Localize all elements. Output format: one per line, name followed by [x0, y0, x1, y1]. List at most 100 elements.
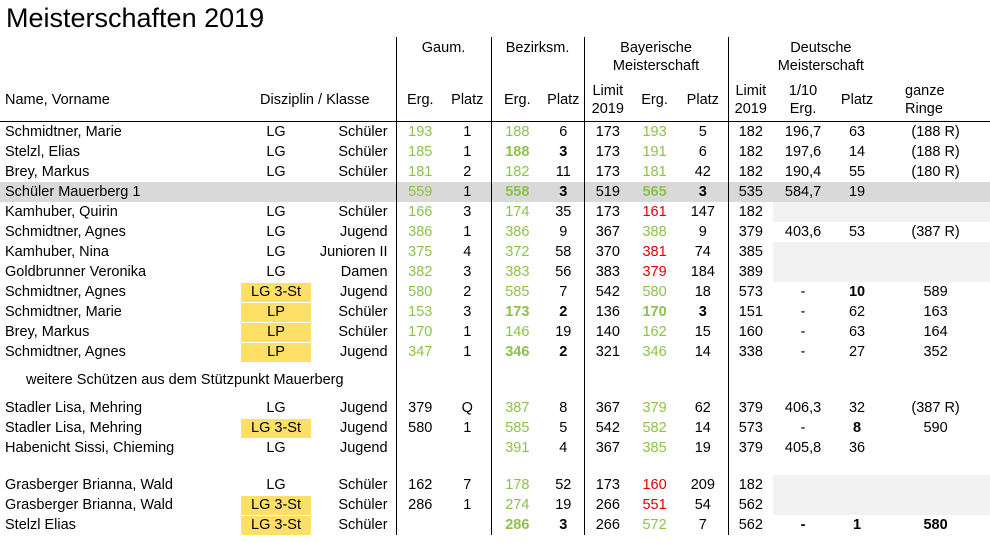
- cell-bezirk-erg-value: 188: [505, 144, 530, 160]
- cell-name: Stelzl Elias: [0, 515, 236, 535]
- cell-klasse: Jugend: [316, 342, 396, 362]
- cell-bay-erg: 170: [631, 302, 678, 322]
- cell-bezirk-erg-value: 585: [505, 284, 530, 300]
- cell-dt-zehntel: 584,7: [773, 182, 834, 202]
- note-text: weitere Schützen aus dem Stützpunkt Maue…: [26, 372, 344, 388]
- cell-dt-zehntel: 405,8: [773, 438, 833, 458]
- cell-bay-erg-value: 582: [642, 420, 667, 436]
- cell-bay-erg: 379: [631, 398, 678, 418]
- cell-bezirk-platz-value: 3: [559, 517, 568, 533]
- cell-gaum-platz: 3: [444, 302, 491, 322]
- cell-bay-limit: 367: [583, 398, 632, 418]
- cell-gaum-erg: 382: [395, 262, 445, 282]
- cell-bay-limit-value: 321: [595, 344, 620, 360]
- cell-dt-limit: 182: [727, 121, 774, 142]
- cell-dt-ganze: [881, 242, 990, 262]
- cell-dt-platz-value: 53: [848, 224, 866, 240]
- cell-bezirk-platz-value: 5: [559, 420, 568, 436]
- cell-dt-zehntel: [773, 202, 834, 222]
- cell-disziplin-value: LP: [241, 323, 311, 342]
- cell-disziplin: LP: [236, 322, 316, 342]
- cell-gaum-erg: 580: [395, 282, 445, 302]
- cell-bay-limit: 519: [583, 182, 632, 202]
- cell-klasse-value: Junioren II: [319, 244, 388, 260]
- cell-bay-platz-value: 209: [690, 477, 715, 493]
- cell-dt-ganze-value: 589: [923, 284, 948, 300]
- cell-bezirk-erg: 188: [490, 121, 544, 142]
- cell-bay-erg: 181: [631, 162, 678, 182]
- cell-bezirk-platz: 4: [543, 438, 584, 458]
- cell-bay-limit-value: 367: [595, 440, 620, 456]
- cell-dt-platz-value: 8: [853, 420, 862, 436]
- header-name: Name, Vorname: [0, 79, 236, 122]
- table-row: Schmidtner, Agnes LG 3-St Jugend 580 2 585 7 54…: [0, 282, 990, 302]
- cell-name-value: Stelzl Elias: [5, 517, 76, 533]
- cell-bezirk-erg-value: 178: [505, 477, 530, 493]
- cell-bay-limit: 140: [583, 322, 632, 342]
- cell-bay-platz-value: 7: [698, 517, 707, 533]
- cell-gaum-platz-value: 1: [463, 324, 472, 340]
- cell-bezirk-platz: 6: [543, 122, 584, 143]
- cell-bezirk-erg: 346: [490, 342, 544, 362]
- cell-bay-platz: 6: [678, 142, 728, 162]
- cell-dt-ganze: 590: [881, 418, 990, 438]
- cell-bay-platz: 147: [678, 202, 728, 222]
- cell-bezirk-platz-value: 8: [559, 400, 568, 416]
- cell-bezirk-erg: 387: [490, 398, 544, 418]
- cell-bay-platz: 209: [678, 475, 728, 495]
- cell-bezirk-erg: 182: [490, 162, 544, 182]
- cell-bay-erg: 381: [631, 242, 678, 262]
- cell-klasse: Schüler: [316, 322, 396, 342]
- cell-dt-limit-value: 182: [738, 164, 763, 180]
- header-dt-platz: Platz: [833, 79, 882, 122]
- table-row: Schmidtner, Marie LG Schüler 193 1 188 6 173 193…: [0, 121, 990, 143]
- cell-dt-ganze: [881, 438, 990, 458]
- cell-name: Schmidtner, Marie: [0, 122, 236, 143]
- cell-name-value: Stelzl, Elias: [5, 144, 80, 160]
- cell-klasse-value: Jugend: [339, 440, 388, 456]
- cell-klasse: Schüler: [316, 122, 396, 143]
- cell-dt-ganze-value: (180 R): [911, 164, 960, 180]
- cell-bezirk-platz: 3: [543, 182, 585, 202]
- cell-dt-limit-value: 160: [738, 324, 763, 340]
- cell-dt-platz-value: 55: [848, 164, 866, 180]
- cell-dt-ganze-value: 352: [923, 344, 948, 360]
- spacer-row: [0, 458, 990, 475]
- cell-dt-zehntel: [773, 242, 834, 262]
- cell-dt-zehntel: [773, 262, 834, 282]
- cell-bay-erg: 162: [631, 322, 678, 342]
- cell-dt-ganze-value: (188 R): [911, 124, 960, 140]
- header-b-platz: Platz: [543, 79, 585, 122]
- cell-name-value: Brey, Markus: [5, 164, 90, 180]
- cell-bezirk-platz: 5: [543, 418, 584, 438]
- cell-dt-limit: 151: [727, 302, 774, 322]
- cell-disziplin-value: LG 3-St: [241, 419, 311, 438]
- cell-dt-limit-value: 182: [738, 477, 763, 493]
- empty-cell: [395, 362, 492, 398]
- cell-disziplin: LG: [236, 122, 316, 143]
- cell-gaum-erg: 559: [395, 182, 445, 202]
- cell-dt-ganze: 589: [881, 282, 990, 302]
- cell-disziplin-value: LG: [266, 164, 286, 180]
- cell-gaum-erg: 181: [395, 162, 445, 182]
- cell-bay-erg-value: 580: [642, 284, 667, 300]
- cell-dt-ganze-value: 580: [923, 517, 948, 533]
- cell-bay-limit: 542: [583, 418, 632, 438]
- cell-disziplin-value: LG 3-St: [241, 516, 311, 535]
- cell-bezirk-erg: 146: [490, 322, 544, 342]
- cell-dt-ganze: [881, 495, 990, 515]
- cell-name: Brey, Markus: [0, 162, 236, 182]
- cell-disziplin-value: LG: [266, 440, 286, 456]
- cell-gaum-erg: 153: [395, 302, 445, 322]
- cell-klasse: Schüler: [316, 495, 396, 515]
- cell-dt-limit-value: 379: [738, 400, 763, 416]
- cell-gaum-erg-value: 379: [408, 400, 433, 416]
- cell-bay-platz-value: 9: [698, 224, 707, 240]
- cell-bezirk-platz-value: 58: [555, 244, 572, 260]
- cell-bay-erg-value: 191: [642, 144, 667, 160]
- cell-name-value: Schüler Mauerberg 1: [5, 184, 141, 200]
- cell-bezirk-platz-value: 35: [555, 204, 572, 220]
- cell-gaum-erg: 379: [395, 398, 445, 418]
- cell-dt-zehntel-value: -: [800, 304, 806, 320]
- cell-bezirk-erg-value: 174: [505, 204, 530, 220]
